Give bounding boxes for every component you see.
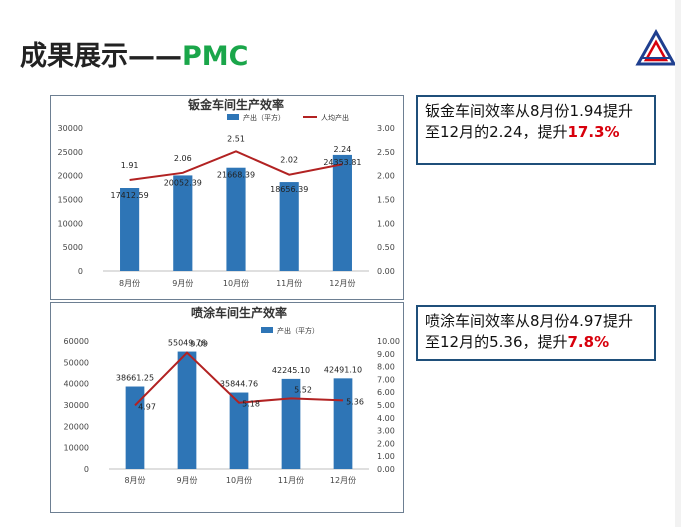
line-value-label: 2.24 <box>333 145 351 154</box>
x-category-label: 11月份 <box>276 278 302 288</box>
line-value-label: 5.52 <box>294 385 312 394</box>
spray-note-highlight: 7.8% <box>567 333 610 351</box>
y-left-tick: 15000 <box>58 196 83 205</box>
chart-title: 钣金车间生产效率 <box>188 97 284 112</box>
line-value-label: 4.97 <box>138 402 156 411</box>
series-line <box>134 351 344 407</box>
page-title: 成果展示——PMC <box>20 34 248 73</box>
bar <box>173 175 193 271</box>
y-right-tick: 2.00 <box>377 172 395 181</box>
page-edge <box>675 0 681 527</box>
bar <box>281 378 301 469</box>
line-value-label: 5.36 <box>346 397 364 406</box>
line-value-label: 5.18 <box>242 400 260 409</box>
y-right-tick: 7.00 <box>377 375 395 384</box>
sheet-metal-note: 钣金车间效率从8月份1.94提升至12月的2.24，提升17.3% <box>416 95 656 165</box>
line-value-label: 2.51 <box>227 134 245 143</box>
y-left-tick: 30000 <box>58 124 83 133</box>
y-right-tick: 3.00 <box>377 427 395 436</box>
line-value-label: 2.06 <box>174 154 192 163</box>
title-dash: —— <box>128 41 182 72</box>
y-right-tick: 4.00 <box>377 414 395 423</box>
x-category-label: 11月份 <box>278 475 304 485</box>
legend-line-label: 人均产出 <box>321 113 349 122</box>
x-category-label: 12月份 <box>329 278 355 288</box>
bar <box>125 386 145 469</box>
line-value-label: 2.02 <box>280 156 298 165</box>
bar-value-label: 38661.25 <box>116 374 154 383</box>
bar-value-label: 17412.59 <box>111 191 149 200</box>
y-right-tick: 8.00 <box>377 363 395 372</box>
x-category-label: 8月份 <box>124 475 145 485</box>
x-category-label: 10月份 <box>226 475 252 485</box>
sheet-metal-note-text: 钣金车间效率从8月份1.94提升至12月的2.24，提升 <box>425 102 633 141</box>
y-left-tick: 0 <box>78 267 83 276</box>
bar-value-label: 21668.39 <box>217 171 255 180</box>
bar-value-label: 18656.39 <box>270 185 308 194</box>
y-right-tick: 0.00 <box>377 465 395 474</box>
legend-bar-label: 产出（平方） <box>277 326 319 335</box>
y-right-tick: 0.00 <box>377 267 395 276</box>
x-category-label: 9月份 <box>176 475 197 485</box>
y-right-tick: 1.00 <box>377 219 395 228</box>
y-right-tick: 10.00 <box>377 337 400 346</box>
bar <box>177 351 197 469</box>
y-right-tick: 0.50 <box>377 243 395 252</box>
y-left-tick: 0 <box>84 465 89 474</box>
y-right-tick: 9.00 <box>377 350 395 359</box>
y-left-tick: 40000 <box>64 380 89 389</box>
y-left-tick: 50000 <box>64 358 89 367</box>
bar <box>226 167 246 271</box>
y-right-tick: 6.00 <box>377 388 395 397</box>
y-right-tick: 2.00 <box>377 439 395 448</box>
bar-value-label: 55049.76 <box>168 339 206 348</box>
y-left-tick: 5000 <box>63 243 83 252</box>
legend-bar-swatch <box>227 114 239 120</box>
bar-value-label: 35844.76 <box>220 380 258 389</box>
y-left-tick: 20000 <box>58 172 83 181</box>
line-value-label: 1.91 <box>121 161 139 170</box>
y-right-tick: 1.00 <box>377 452 395 461</box>
y-left-tick: 20000 <box>64 422 89 431</box>
y-right-tick: 3.00 <box>377 124 395 133</box>
y-left-tick: 10000 <box>58 219 83 228</box>
x-category-label: 9月份 <box>172 278 193 288</box>
x-category-label: 12月份 <box>330 475 356 485</box>
bar <box>332 154 352 271</box>
y-left-tick: 10000 <box>64 444 89 453</box>
bar <box>279 182 299 271</box>
series-line <box>129 150 343 181</box>
x-category-label: 8月份 <box>119 278 140 288</box>
y-left-tick: 30000 <box>64 401 89 410</box>
spray-chart: 喷涂车间生产效率产出（平方） 0 10000 20000 30000 40000 50000… <box>50 302 404 513</box>
y-right-tick: 1.50 <box>377 196 395 205</box>
company-logo <box>635 28 677 66</box>
bar <box>333 378 353 469</box>
y-right-tick: 2.50 <box>377 148 395 157</box>
bar-value-label: 42491.10 <box>324 365 362 374</box>
chart-title: 喷涂车间生产效率 <box>191 305 287 320</box>
bar-value-label: 42245.10 <box>272 366 310 375</box>
title-prefix: 成果展示 <box>20 41 128 72</box>
title-pmc: PMC <box>182 41 249 72</box>
spray-note-text: 喷涂车间效率从8月份4.97提升至12月的5.36，提升 <box>425 312 633 351</box>
y-right-tick: 5.00 <box>377 401 395 410</box>
line-value-label: 9.09 <box>190 340 208 349</box>
sheet-metal-chart: 钣金车间生产效率 产出（平方） 人均产出 0 5000 10000 15000 20000 25… <box>50 95 404 300</box>
bar <box>229 392 249 469</box>
bar <box>120 187 140 271</box>
bar-value-label: 24353.81 <box>323 158 361 167</box>
y-left-tick: 60000 <box>64 337 89 346</box>
sheet-metal-note-highlight: 17.3% <box>567 123 620 141</box>
x-category-label: 10月份 <box>223 278 249 288</box>
bar-value-label: 20052.39 <box>164 178 202 187</box>
spray-note: 喷涂车间效率从8月份4.97提升至12月的5.36，提升7.8% <box>416 305 656 361</box>
legend-bar-swatch <box>261 327 273 333</box>
legend-bar-label: 产出（平方） <box>243 113 285 122</box>
y-left-tick: 25000 <box>58 148 83 157</box>
